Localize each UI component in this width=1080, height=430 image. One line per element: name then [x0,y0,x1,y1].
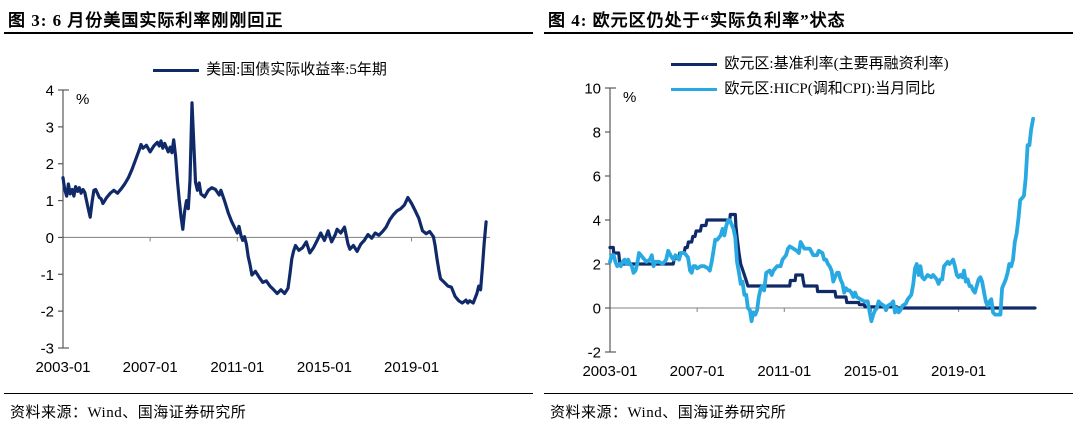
series-line-1 [608,116,1036,324]
figure-3-title: 图 3: 6 月份美国实际利率刚刚回正 [8,11,284,30]
y-tick-label: -2 [41,304,54,321]
y-tick-label: 3 [46,119,54,136]
series-line-0 [61,101,488,305]
y-tick-label: -1 [41,267,54,284]
figure-3-legend: 美国:国债实际收益率:5年期 [153,60,387,80]
unit-label: % [623,89,636,106]
legend-item: 欧元区:基准利率(主要再融资利率) [671,54,949,74]
figure-4-legend: 欧元区:基准利率(主要再融资利率) 欧元区:HICP(调和CPI):当月同比 [671,54,949,99]
x-tick-label: 2003-01 [35,359,90,376]
y-tick-label: 4 [46,83,54,100]
x-tick-label: 2015-01 [297,359,352,376]
y-tick-label: 0 [593,301,601,318]
legend-item: 美国:国债实际收益率:5年期 [153,60,387,80]
legend-label: 美国:国债实际收益率:5年期 [206,62,387,78]
figure-4-source-rule [544,393,1073,394]
x-tick-label: 2019-01 [931,363,986,380]
y-tick-label: 6 [593,169,601,186]
y-tick-label: 1 [46,193,54,210]
legend-label: 欧元区:HICP(调和CPI):当月同比 [724,81,936,97]
x-tick-label: 2015-01 [844,363,899,380]
figure-3-panel: 图 3: 6 月份美国实际利率刚刚回正 美国:国债实际收益率:5年期 4 3 2 1 0… [4,11,533,421]
legend-line-swatch [671,62,718,66]
figure-4-title-rule [544,32,1073,34]
y-tick-label: 4 [593,213,601,230]
legend-line-swatch [153,68,200,72]
x-tick-label: 2011-01 [210,359,264,376]
figure-4-panel: 图 4: 欧元区仍处于“实际负利率”状态 欧元区:基准利率(主要再融资利率) 欧元… [540,0,1080,430]
y-tick-label: 2 [593,257,601,274]
figure-4-source: 资料来源：Wind、国海证券研究所 [550,405,787,421]
y-tick-label: 8 [593,125,601,142]
figure-3-source: 资料来源：Wind、国海证券研究所 [10,405,247,421]
y-tick-label: -2 [588,345,601,362]
y-tick-label: -3 [41,341,54,358]
x-tick-label: 2011-01 [757,363,811,380]
legend-label: 欧元区:基准利率(主要再融资利率) [724,56,949,72]
x-tick-label: 2003-01 [582,363,637,380]
y-tick-label: 2 [46,156,54,173]
x-tick-label: 2019-01 [384,359,439,376]
y-tick-label: 10 [584,81,601,98]
figure-3-source-rule [4,393,533,394]
x-tick-label: 2007-01 [670,363,725,380]
figure-3-title-rule [4,32,533,34]
x-tick-label: 2007-01 [123,359,178,376]
y-tick-label: 0 [46,230,54,247]
unit-label: % [76,91,89,108]
legend-line-swatch [671,87,718,91]
legend-item: 欧元区:HICP(调和CPI):当月同比 [671,79,935,99]
figure-4-title: 图 4: 欧元区仍处于“实际负利率”状态 [548,11,846,30]
